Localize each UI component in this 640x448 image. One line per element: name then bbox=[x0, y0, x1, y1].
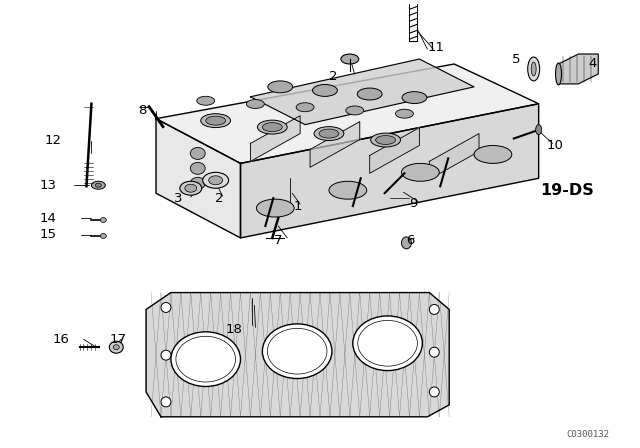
Text: 15: 15 bbox=[40, 228, 57, 241]
Ellipse shape bbox=[95, 183, 101, 187]
Text: 7: 7 bbox=[274, 234, 282, 247]
Ellipse shape bbox=[161, 350, 171, 360]
Polygon shape bbox=[241, 104, 539, 238]
Text: 6: 6 bbox=[406, 234, 415, 247]
Ellipse shape bbox=[474, 146, 512, 164]
Ellipse shape bbox=[190, 177, 205, 189]
Text: 4: 4 bbox=[588, 57, 596, 70]
Ellipse shape bbox=[401, 164, 439, 181]
Text: 14: 14 bbox=[40, 211, 57, 224]
Text: 8: 8 bbox=[138, 104, 146, 117]
Ellipse shape bbox=[190, 147, 205, 159]
Text: 10: 10 bbox=[547, 139, 563, 152]
Ellipse shape bbox=[371, 133, 401, 147]
Text: 2: 2 bbox=[330, 70, 338, 83]
Ellipse shape bbox=[205, 116, 225, 125]
Ellipse shape bbox=[262, 123, 282, 132]
Ellipse shape bbox=[257, 120, 287, 134]
Polygon shape bbox=[429, 134, 479, 179]
Ellipse shape bbox=[190, 162, 205, 174]
Ellipse shape bbox=[556, 63, 561, 85]
Text: 3: 3 bbox=[174, 192, 183, 205]
Ellipse shape bbox=[329, 181, 367, 199]
Text: 19-DS: 19-DS bbox=[541, 183, 595, 198]
Text: 1: 1 bbox=[293, 200, 301, 213]
Ellipse shape bbox=[429, 347, 439, 357]
Ellipse shape bbox=[402, 92, 427, 103]
Polygon shape bbox=[146, 293, 449, 417]
Ellipse shape bbox=[196, 96, 214, 105]
Ellipse shape bbox=[201, 114, 230, 128]
Text: 9: 9 bbox=[410, 197, 418, 210]
Ellipse shape bbox=[396, 109, 413, 118]
Ellipse shape bbox=[161, 397, 171, 407]
Ellipse shape bbox=[246, 99, 264, 108]
Ellipse shape bbox=[357, 88, 382, 100]
Polygon shape bbox=[250, 59, 474, 125]
Ellipse shape bbox=[92, 181, 106, 189]
Ellipse shape bbox=[353, 316, 422, 370]
Ellipse shape bbox=[429, 387, 439, 397]
Polygon shape bbox=[250, 116, 300, 161]
Ellipse shape bbox=[319, 129, 339, 138]
Text: 5: 5 bbox=[512, 52, 521, 65]
Text: 12: 12 bbox=[45, 134, 61, 147]
Ellipse shape bbox=[171, 332, 241, 387]
Ellipse shape bbox=[268, 81, 292, 93]
Polygon shape bbox=[310, 122, 360, 168]
Ellipse shape bbox=[296, 103, 314, 112]
Polygon shape bbox=[156, 119, 241, 238]
Ellipse shape bbox=[429, 305, 439, 314]
Text: 18: 18 bbox=[226, 323, 243, 336]
Ellipse shape bbox=[109, 341, 124, 353]
Ellipse shape bbox=[376, 136, 396, 145]
Ellipse shape bbox=[314, 127, 344, 141]
Ellipse shape bbox=[161, 302, 171, 312]
Ellipse shape bbox=[185, 184, 196, 192]
Polygon shape bbox=[370, 128, 419, 173]
Ellipse shape bbox=[531, 62, 536, 76]
Ellipse shape bbox=[346, 106, 364, 115]
Ellipse shape bbox=[257, 199, 294, 217]
Ellipse shape bbox=[209, 176, 223, 185]
Ellipse shape bbox=[100, 233, 106, 238]
Ellipse shape bbox=[100, 218, 106, 223]
Text: 11: 11 bbox=[428, 41, 444, 54]
Ellipse shape bbox=[528, 57, 540, 81]
Ellipse shape bbox=[113, 345, 119, 350]
Text: 2: 2 bbox=[214, 192, 223, 205]
Text: C0300132: C0300132 bbox=[566, 430, 609, 439]
Text: 17: 17 bbox=[109, 333, 126, 346]
Ellipse shape bbox=[312, 85, 337, 96]
Text: 13: 13 bbox=[40, 179, 57, 192]
Ellipse shape bbox=[536, 125, 541, 134]
Ellipse shape bbox=[341, 54, 359, 64]
Text: 16: 16 bbox=[52, 333, 70, 346]
Ellipse shape bbox=[203, 172, 228, 188]
Polygon shape bbox=[156, 64, 539, 164]
Ellipse shape bbox=[180, 181, 202, 195]
Ellipse shape bbox=[401, 237, 412, 249]
Polygon shape bbox=[559, 54, 598, 84]
Ellipse shape bbox=[262, 324, 332, 379]
